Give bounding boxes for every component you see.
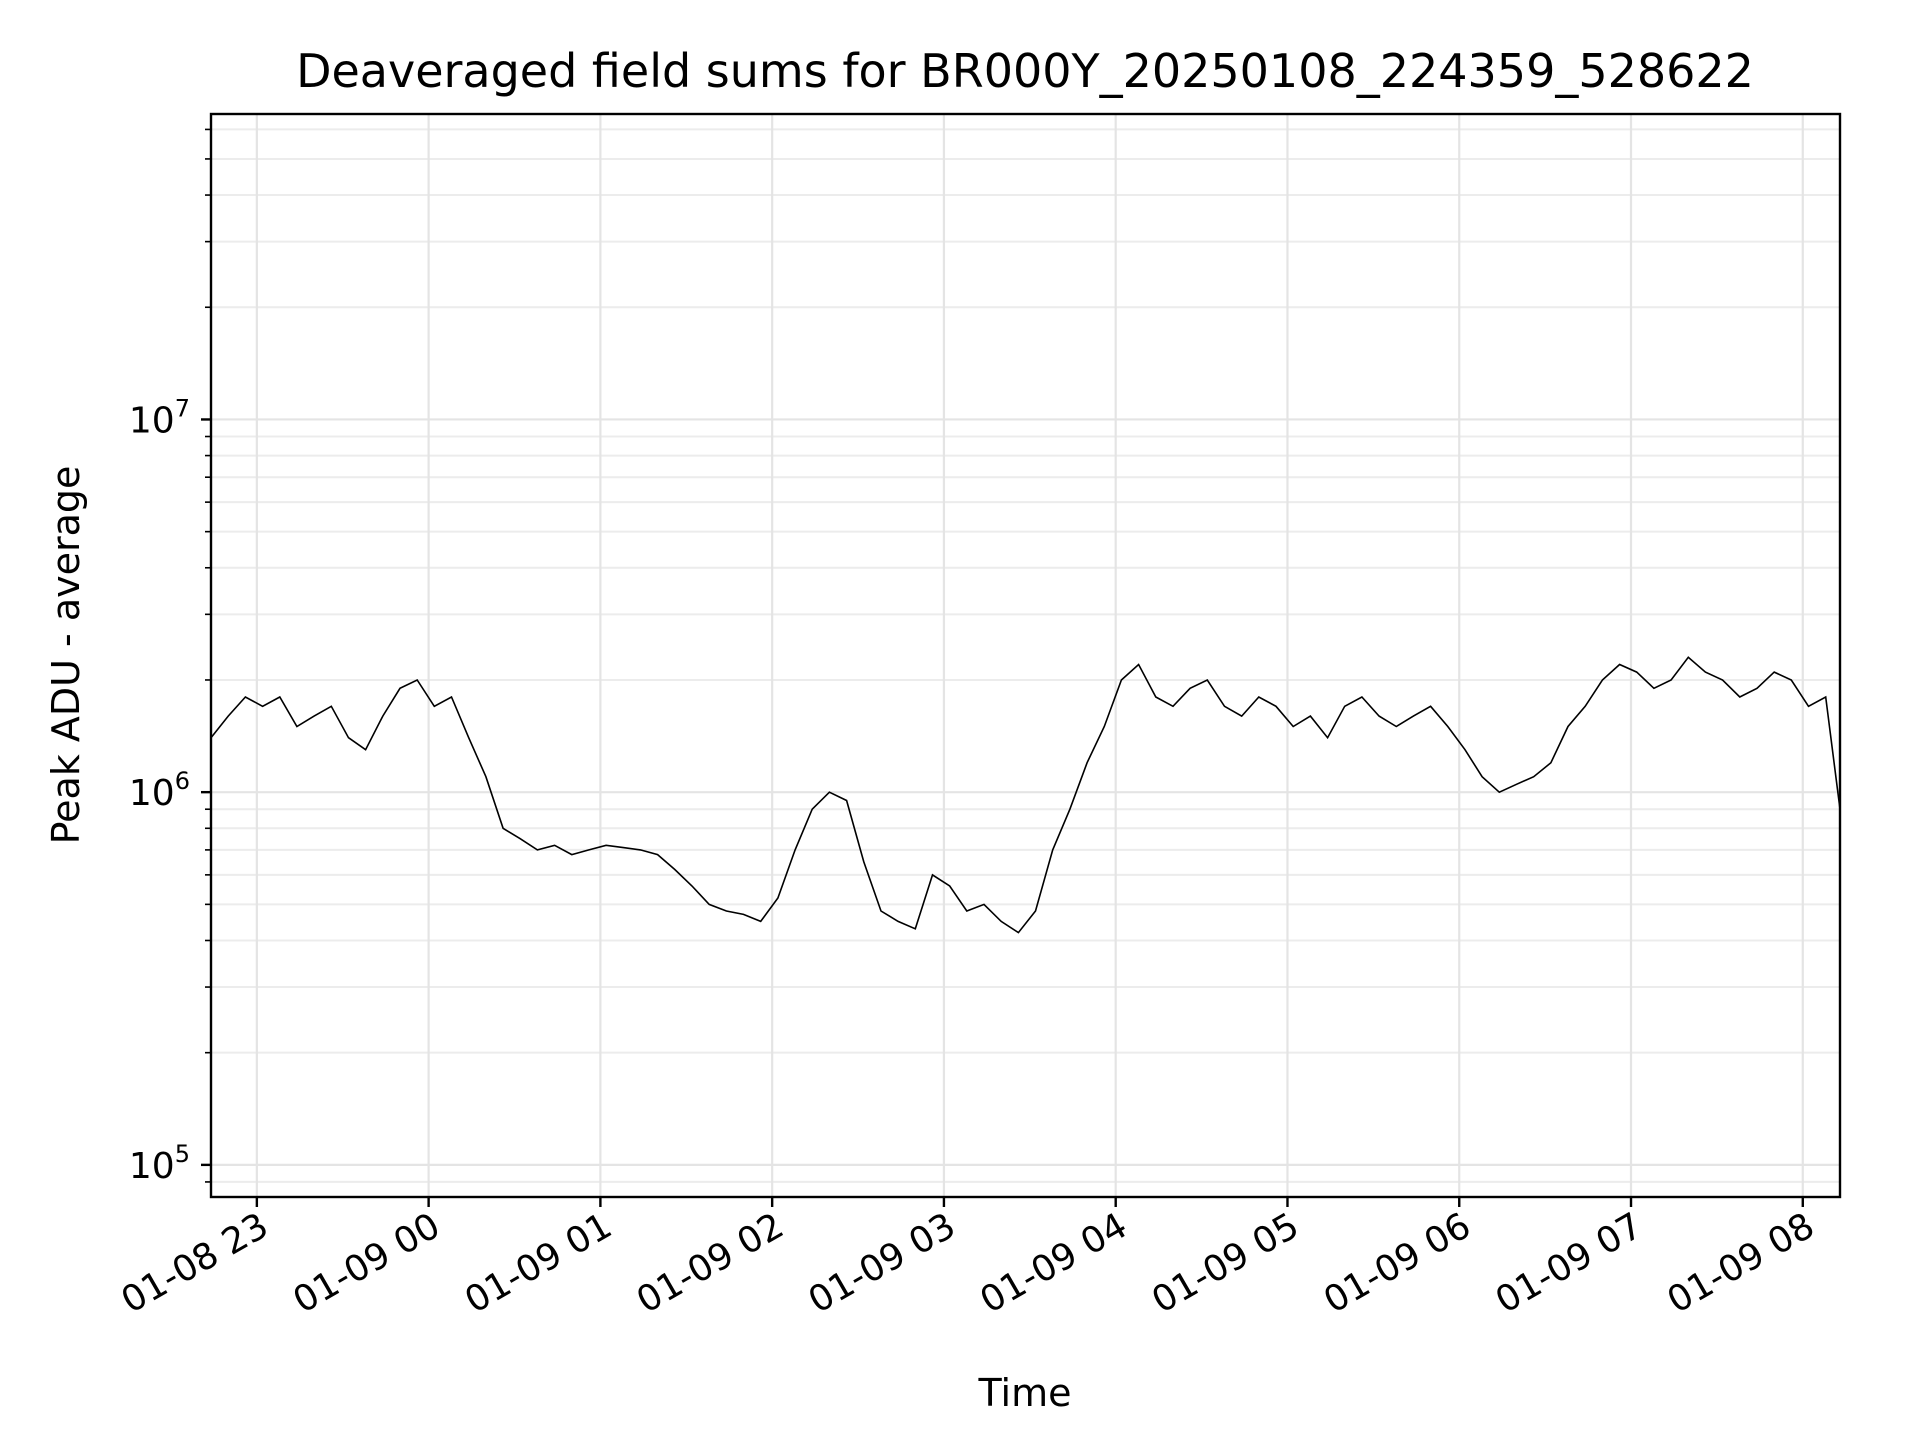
- x-tick-label: 01-09 01: [458, 1205, 619, 1321]
- y-axis-label: Peak ADU - average: [44, 466, 88, 845]
- x-tick-label: 01-09 08: [1661, 1205, 1822, 1321]
- x-tick-label: 01-08 23: [115, 1205, 276, 1321]
- grid-layer: [211, 114, 1840, 1197]
- x-tick-label: 01-09 07: [1489, 1205, 1650, 1321]
- y-tick-label: 106: [129, 767, 190, 814]
- chart-title: Deaveraged field sums for BR000Y_2025010…: [296, 44, 1754, 98]
- x-tick-label: 01-09 06: [1317, 1205, 1478, 1321]
- plot-frame: [209, 112, 1842, 1199]
- series-layer: [210, 656, 1841, 934]
- x-tick-label: 01-09 04: [974, 1205, 1135, 1321]
- y-tick-label: 107: [129, 394, 190, 441]
- x-tick-label: 01-09 02: [630, 1205, 791, 1321]
- x-tick-label: 01-09 05: [1145, 1205, 1306, 1321]
- x-tick-label: 01-09 03: [802, 1205, 963, 1321]
- x-tick-label: 01-09 00: [286, 1205, 447, 1321]
- series-line: [210, 656, 1841, 934]
- y-tick-label: 105: [129, 1140, 190, 1187]
- x-axis-label: Time: [978, 1371, 1072, 1415]
